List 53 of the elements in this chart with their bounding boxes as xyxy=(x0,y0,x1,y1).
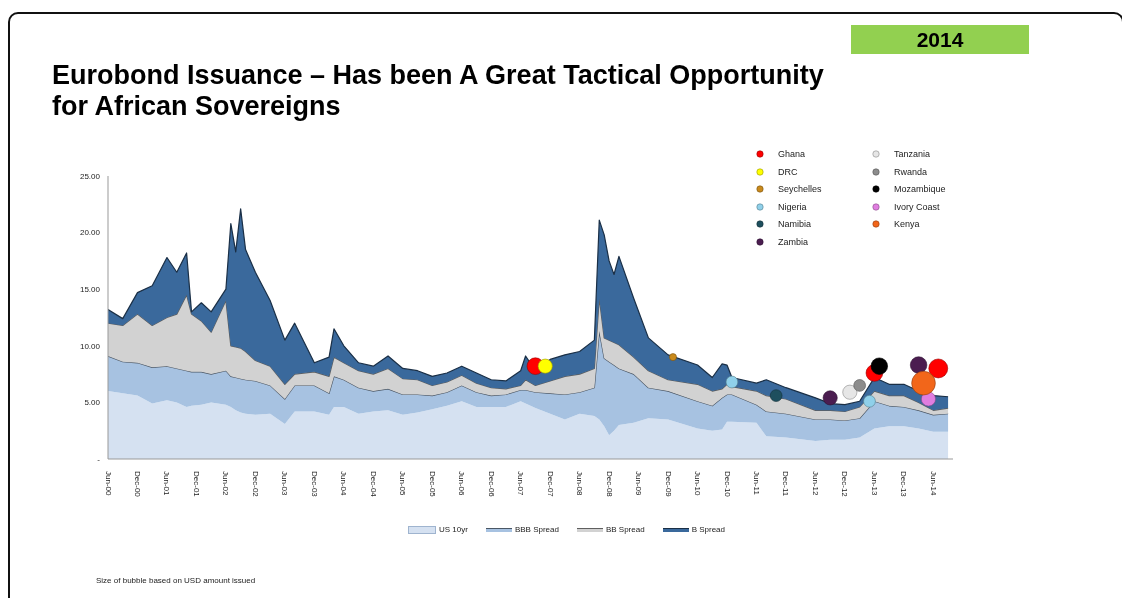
text: Size of bubble based on USD amount issued xyxy=(96,576,256,585)
x-tick-label: Dec-13 xyxy=(899,471,909,498)
x-tick-label: Jun-14 xyxy=(928,471,938,497)
x-tick-label: Dec-08 xyxy=(604,471,614,498)
legend-label: Zambia xyxy=(778,236,809,247)
x-tick-label: Dec-12 xyxy=(840,471,850,498)
x-tick-label: Jun-13 xyxy=(869,471,879,497)
x-tick-label: Dec-07 xyxy=(545,471,555,498)
legend-label: DRC xyxy=(778,166,798,177)
x-tick-label: Dec-09 xyxy=(663,471,673,498)
legend-label: Ghana xyxy=(778,149,806,159)
chart-title: Eurobond Issuance – Has been A Great Tactical Opportunity for African Sovereigns xyxy=(52,60,825,122)
legend-label: Mozambique xyxy=(894,184,946,194)
y-tick-label: 15.00 xyxy=(79,285,101,295)
x-tick-label: Jun-01 xyxy=(162,471,172,497)
x-tick-label: Jun-02 xyxy=(221,471,231,497)
legend-label: Tanzania xyxy=(894,149,931,159)
y-tick-label: 25.00 xyxy=(79,171,101,181)
legend-label: Namibia xyxy=(778,219,812,229)
legend-label: BB Spread xyxy=(605,525,645,534)
x-tick-label: Jun-00 xyxy=(103,471,113,497)
x-tick-label: Jun-03 xyxy=(280,471,290,497)
x-tick-label: Dec-00 xyxy=(132,471,142,498)
x-tick-label: Dec-02 xyxy=(250,471,260,498)
legend-label: B Spread xyxy=(691,525,725,534)
y-tick-label: - xyxy=(97,454,101,464)
x-tick-label: Dec-04 xyxy=(368,471,378,498)
x-tick-label: Dec-06 xyxy=(486,471,496,498)
x-tick-label: Jun-07 xyxy=(516,471,526,497)
x-tick-label: Dec-05 xyxy=(427,471,437,498)
x-tick-label: Jun-12 xyxy=(810,471,820,497)
chart-subtitle: 2014 xyxy=(851,25,1029,54)
legend-label: BBB Spread xyxy=(514,525,559,534)
x-tick-label: Jun-05 xyxy=(398,471,408,497)
x-tick-label: Jun-04 xyxy=(339,471,349,497)
y-tick-label: 20.00 xyxy=(79,228,101,238)
legend-label: Nigeria xyxy=(778,201,807,212)
x-tick-label: Dec-11 xyxy=(781,471,791,497)
legend-label: Rwanda xyxy=(894,166,928,177)
legend-label: Kenya xyxy=(894,219,920,229)
legend-label: Ivory Coast xyxy=(894,201,940,212)
y-tick-label: 5.00 xyxy=(84,398,101,408)
legend-label: US 10yr xyxy=(439,525,468,534)
x-tick-label: Jun-08 xyxy=(575,471,585,497)
y-tick-label: 10.00 xyxy=(79,341,101,351)
x-tick-label: Dec-03 xyxy=(309,471,319,498)
x-tick-label: Jun-11 xyxy=(751,471,761,496)
x-tick-label: Dec-10 xyxy=(722,471,732,498)
x-tick-label: Jun-09 xyxy=(634,471,644,497)
x-tick-label: Jun-10 xyxy=(693,471,703,497)
legend-label: Seychelles xyxy=(778,184,822,194)
x-tick-label: Jun-06 xyxy=(457,471,467,497)
x-tick-label: Dec-01 xyxy=(191,471,201,498)
